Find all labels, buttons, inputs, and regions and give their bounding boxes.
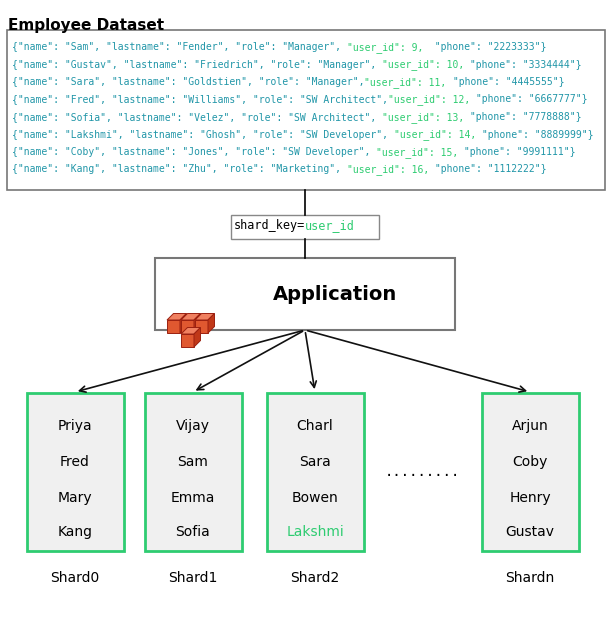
Text: Application: Application: [273, 285, 397, 303]
Text: Priya: Priya: [58, 419, 93, 433]
Polygon shape: [208, 313, 215, 333]
Text: "phone": "6667777"}: "phone": "6667777"}: [470, 94, 588, 104]
Text: "phone": "8889999"}: "phone": "8889999"}: [476, 130, 593, 140]
Polygon shape: [195, 320, 208, 333]
Text: {"name": "Sam", "lastname": "Fender", "role": "Manager",: {"name": "Sam", "lastname": "Fender", "r…: [12, 42, 347, 52]
Polygon shape: [167, 320, 180, 333]
Text: Shard0: Shard0: [50, 571, 100, 585]
Text: "user_id": 15,: "user_id": 15,: [376, 147, 459, 158]
Bar: [155, 258, 455, 330]
Polygon shape: [194, 313, 200, 333]
Text: Sam: Sam: [178, 455, 208, 469]
Text: "phone": "7778888"}: "phone": "7778888"}: [465, 112, 582, 122]
Polygon shape: [195, 313, 215, 320]
Bar: [26, 393, 123, 551]
Polygon shape: [181, 334, 194, 347]
Text: {"name": "Kang", "lastname": "Zhu", "role": "Marketing",: {"name": "Kang", "lastname": "Zhu", "rol…: [12, 165, 347, 175]
Text: {"name": "Lakshmi", "lastname": "Ghosh", "role": "SW Developer",: {"name": "Lakshmi", "lastname": "Ghosh",…: [12, 130, 394, 140]
Text: "user_id": 10,: "user_id": 10,: [382, 59, 465, 71]
Text: Shardn: Shardn: [505, 571, 555, 585]
Text: user_id: user_id: [305, 220, 355, 233]
Text: "user_id": 13,: "user_id": 13,: [382, 112, 465, 123]
Text: Bowen: Bowen: [292, 491, 338, 505]
Text: Vijay: Vijay: [176, 419, 210, 433]
Text: Kang: Kang: [58, 525, 93, 539]
Text: {"name": "Fred", "lastname": "Williams", "role": "SW Architect",: {"name": "Fred", "lastname": "Williams",…: [12, 94, 388, 104]
Polygon shape: [181, 313, 200, 320]
Bar: [145, 393, 242, 551]
Text: Fred: Fred: [60, 455, 90, 469]
Text: "phone": "3334444"}: "phone": "3334444"}: [465, 59, 582, 69]
Text: Coby: Coby: [512, 455, 547, 469]
Polygon shape: [194, 328, 200, 347]
Text: "phone": "1112222"}: "phone": "1112222"}: [429, 165, 547, 175]
Text: .........: .........: [385, 465, 460, 479]
Text: Charl: Charl: [297, 419, 333, 433]
Text: Henry: Henry: [509, 491, 551, 505]
Text: "user_id": 12,: "user_id": 12,: [388, 94, 470, 105]
Text: Shard1: Shard1: [169, 571, 218, 585]
Text: Arjun: Arjun: [512, 419, 549, 433]
Text: {"name": "Sara", "lastname": "Goldstien", "role": "Manager",: {"name": "Sara", "lastname": "Goldstien"…: [12, 77, 365, 87]
Text: {"name": "Coby", "lastname": "Jones", "role": "SW Developer",: {"name": "Coby", "lastname": "Jones", "r…: [12, 147, 376, 157]
Text: "user_id": 11,: "user_id": 11,: [365, 77, 447, 88]
Text: "user_id": 14,: "user_id": 14,: [394, 130, 476, 140]
Text: {"name": "Gustav", "lastname": "Friedrich", "role": "Manager",: {"name": "Gustav", "lastname": "Friedric…: [12, 59, 382, 69]
Text: "phone": "4445555"}: "phone": "4445555"}: [447, 77, 564, 87]
Polygon shape: [181, 328, 200, 334]
Text: {"name": "Sofia", "lastname": "Velez", "role": "SW Architect",: {"name": "Sofia", "lastname": "Velez", "…: [12, 112, 382, 122]
Text: Shard2: Shard2: [291, 571, 340, 585]
Bar: [231, 215, 379, 239]
Bar: [7, 30, 605, 190]
Text: "phone": "9991111"}: "phone": "9991111"}: [459, 147, 576, 157]
Text: shard_key=: shard_key=: [234, 220, 305, 233]
Text: Lakshmi: Lakshmi: [286, 525, 344, 539]
Polygon shape: [180, 313, 186, 333]
Text: Employee Dataset: Employee Dataset: [8, 18, 164, 33]
Text: "user_id": 16,: "user_id": 16,: [347, 165, 429, 175]
Bar: [481, 393, 579, 551]
Polygon shape: [167, 313, 186, 320]
Text: Emma: Emma: [171, 491, 215, 505]
Text: Mary: Mary: [58, 491, 93, 505]
Bar: [267, 393, 364, 551]
Text: Sara: Sara: [299, 455, 331, 469]
Text: Sofia: Sofia: [176, 525, 210, 539]
Polygon shape: [181, 320, 194, 333]
Text: Gustav: Gustav: [506, 525, 555, 539]
Text: "phone": "2223333"}: "phone": "2223333"}: [423, 42, 547, 52]
Text: "user_id": 9,: "user_id": 9,: [347, 42, 423, 53]
